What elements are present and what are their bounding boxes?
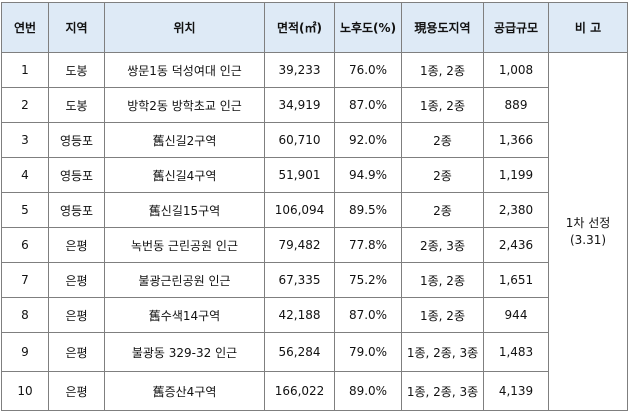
cell-no: 7 bbox=[1, 262, 49, 298]
table-row: 2 도봉 방학2동 방학초교 인근 34,919 87.0% 1종, 2종 88… bbox=[1, 87, 628, 123]
table-row: 10 은평 舊증산4구역 166,022 89.0% 1종, 2종, 3종 4,… bbox=[1, 371, 628, 411]
cell-zoning: 2종, 3종 bbox=[401, 227, 484, 263]
cell-location: 舊신길15구역 bbox=[104, 192, 265, 228]
cell-zoning: 1종, 2종 bbox=[401, 262, 484, 298]
cell-region: 은평 bbox=[48, 371, 105, 411]
cell-no: 6 bbox=[1, 227, 49, 263]
cell-region: 은평 bbox=[48, 227, 105, 263]
cell-supply: 944 bbox=[483, 297, 549, 333]
cell-supply: 889 bbox=[483, 87, 549, 123]
cell-location: 녹번동 근린공원 인근 bbox=[104, 227, 265, 263]
cell-supply: 1,008 bbox=[483, 52, 549, 88]
cell-area: 56,284 bbox=[264, 332, 335, 372]
cell-supply: 2,436 bbox=[483, 227, 549, 263]
cell-region: 도봉 bbox=[48, 87, 105, 123]
table-row: 5 영등포 舊신길15구역 106,094 89.5% 2종 2,380 bbox=[1, 192, 628, 228]
cell-area: 42,188 bbox=[264, 297, 335, 333]
header-area: 면적(㎡) bbox=[264, 2, 335, 53]
cell-aging: 89.5% bbox=[334, 192, 402, 228]
cell-area: 51,901 bbox=[264, 157, 335, 193]
cell-supply: 1,483 bbox=[483, 332, 549, 372]
cell-supply: 1,366 bbox=[483, 122, 549, 158]
cell-no: 9 bbox=[1, 332, 49, 372]
cell-no: 10 bbox=[1, 371, 49, 411]
cell-area: 34,919 bbox=[264, 87, 335, 123]
cell-area: 166,022 bbox=[264, 371, 335, 411]
cell-aging: 79.0% bbox=[334, 332, 402, 372]
cell-remark: 1차 선정 (3.31) bbox=[548, 52, 628, 411]
table-row: 8 은평 舊수색14구역 42,188 87.0% 1종, 2종 944 bbox=[1, 297, 628, 333]
cell-aging: 77.8% bbox=[334, 227, 402, 263]
header-zoning: 現용도지역 bbox=[401, 2, 484, 53]
cell-no: 4 bbox=[1, 157, 49, 193]
cell-supply: 2,380 bbox=[483, 192, 549, 228]
cell-region: 은평 bbox=[48, 262, 105, 298]
cell-area: 60,710 bbox=[264, 122, 335, 158]
cell-no: 2 bbox=[1, 87, 49, 123]
cell-region: 은평 bbox=[48, 332, 105, 372]
header-row: 연번 지역 위치 면적(㎡) 노후도(%) 現용도지역 공급규모 비 고 bbox=[1, 2, 628, 53]
header-region: 지역 bbox=[48, 2, 105, 53]
cell-zoning: 1종, 2종 bbox=[401, 87, 484, 123]
cell-location: 舊신길4구역 bbox=[104, 157, 265, 193]
cell-location: 불광동 329-32 인근 bbox=[104, 332, 265, 372]
cell-location: 舊신길2구역 bbox=[104, 122, 265, 158]
remark-line1: 1차 선정 bbox=[565, 215, 611, 230]
cell-region: 영등포 bbox=[48, 122, 105, 158]
table-row: 6 은평 녹번동 근린공원 인근 79,482 77.8% 2종, 3종 2,4… bbox=[1, 227, 628, 263]
cell-supply: 1,199 bbox=[483, 157, 549, 193]
table-row: 4 영등포 舊신길4구역 51,901 94.9% 2종 1,199 bbox=[1, 157, 628, 193]
cell-aging: 76.0% bbox=[334, 52, 402, 88]
cell-no: 8 bbox=[1, 297, 49, 333]
cell-zoning: 2종 bbox=[401, 157, 484, 193]
cell-aging: 92.0% bbox=[334, 122, 402, 158]
cell-region: 은평 bbox=[48, 297, 105, 333]
cell-zoning: 1종, 2종 bbox=[401, 297, 484, 333]
table-row: 3 영등포 舊신길2구역 60,710 92.0% 2종 1,366 bbox=[1, 122, 628, 158]
cell-zoning: 1종, 2종, 3종 bbox=[401, 332, 484, 372]
cell-aging: 75.2% bbox=[334, 262, 402, 298]
table-row: 9 은평 불광동 329-32 인근 56,284 79.0% 1종, 2종, … bbox=[1, 332, 628, 372]
cell-aging: 87.0% bbox=[334, 297, 402, 333]
remark-line2: (3.31) bbox=[569, 232, 607, 247]
header-remark: 비 고 bbox=[548, 2, 628, 53]
cell-no: 1 bbox=[1, 52, 49, 88]
header-location: 위치 bbox=[104, 2, 265, 53]
cell-region: 영등포 bbox=[48, 192, 105, 228]
cell-no: 3 bbox=[1, 122, 49, 158]
cell-area: 106,094 bbox=[264, 192, 335, 228]
cell-zoning: 2종 bbox=[401, 122, 484, 158]
cell-supply: 4,139 bbox=[483, 371, 549, 411]
header-no: 연번 bbox=[1, 2, 49, 53]
table-row: 7 은평 불광근린공원 인근 67,335 75.2% 1종, 2종 1,651 bbox=[1, 262, 628, 298]
header-supply: 공급규모 bbox=[483, 2, 549, 53]
cell-region: 영등포 bbox=[48, 157, 105, 193]
table-row: 1 도봉 쌍문1동 덕성여대 인근 39,233 76.0% 1종, 2종 1,… bbox=[1, 52, 628, 411]
header-aging: 노후도(%) bbox=[334, 2, 402, 53]
cell-area: 39,233 bbox=[264, 52, 335, 88]
cell-area: 67,335 bbox=[264, 262, 335, 298]
cell-location: 방학2동 방학초교 인근 bbox=[104, 87, 265, 123]
cell-zoning: 2종 bbox=[401, 192, 484, 228]
cell-location: 舊수색14구역 bbox=[104, 297, 265, 333]
cell-zoning: 1종, 2종 bbox=[401, 52, 484, 88]
cell-region: 도봉 bbox=[48, 52, 105, 88]
cell-aging: 94.9% bbox=[334, 157, 402, 193]
cell-no: 5 bbox=[1, 192, 49, 228]
cell-supply: 1,651 bbox=[483, 262, 549, 298]
cell-location: 쌍문1동 덕성여대 인근 bbox=[104, 52, 265, 88]
cell-location: 불광근린공원 인근 bbox=[104, 262, 265, 298]
cell-area: 79,482 bbox=[264, 227, 335, 263]
cell-aging: 87.0% bbox=[334, 87, 402, 123]
